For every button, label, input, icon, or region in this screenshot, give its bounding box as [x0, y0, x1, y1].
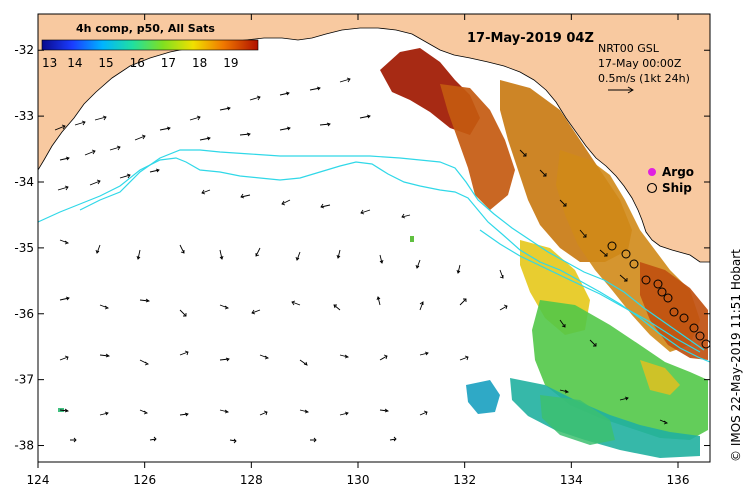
current-vectors	[54, 77, 669, 444]
colorbar-tick-label: 13	[42, 56, 57, 70]
colorbar-title: 4h comp, p50, All Sats	[76, 22, 215, 35]
ship-marker-icon	[646, 182, 658, 194]
ship-markers	[607, 241, 710, 349]
map-title: 17-May-2019 04Z	[467, 31, 594, 46]
y-tick-label: -33	[14, 109, 34, 123]
colorbar-tick-label: 18	[192, 56, 207, 70]
colorbar: 4h comp, p50, All Sats 13 14 15 16 17 18 19	[41, 22, 259, 70]
x-tick-label: 130	[347, 473, 370, 487]
info-line-3: 0.5m/s (1kt 24h)	[598, 72, 690, 85]
x-axis: 124 126 128 130 132 134 136	[27, 14, 690, 487]
y-tick-label: -34	[14, 175, 34, 189]
argo-marker-icon	[648, 168, 656, 176]
y-tick-label: -36	[14, 307, 34, 321]
info-block: NRT00 GSL 17-May 00:00Z 0.5m/s (1kt 24h)	[598, 42, 690, 94]
sst-patches	[58, 48, 708, 458]
legend: Argo Ship	[646, 165, 694, 195]
scale-arrow-icon	[608, 86, 634, 94]
plot-frame	[37, 13, 711, 463]
colorbar-tick-label: 14	[67, 56, 82, 70]
y-tick-label: -35	[14, 241, 34, 255]
y-tick-label: -32	[14, 43, 34, 57]
info-line-1: NRT00 GSL	[598, 42, 660, 55]
info-line-2: 17-May 00:00Z	[598, 57, 682, 70]
x-tick-label: 132	[453, 473, 476, 487]
land-australia	[38, 14, 710, 263]
x-tick-label: 126	[133, 473, 156, 487]
x-tick-label: 136	[667, 473, 690, 487]
legend-argo: Argo	[662, 165, 694, 179]
x-tick-label: 134	[560, 473, 583, 487]
isobath-lines	[38, 149, 710, 363]
colorbar-tick-label: 17	[161, 56, 176, 70]
y-tick-label: -37	[14, 373, 34, 387]
y-axis: -32 -33 -34 -35 -36 -37 -38	[14, 43, 710, 453]
y-tick-label: -38	[14, 439, 34, 453]
legend-ship: Ship	[662, 181, 692, 195]
colorbar-gradient	[41, 39, 259, 51]
credit-text: © IMOS 22-May-2019 11:51 Hobart	[729, 249, 743, 462]
colorbar-tick-label: 15	[98, 56, 113, 70]
x-tick-label: 128	[240, 473, 263, 487]
x-tick-label: 124	[27, 473, 50, 487]
colorbar-tick-label: 16	[130, 56, 145, 70]
colorbar-tick-label: 19	[223, 56, 238, 70]
